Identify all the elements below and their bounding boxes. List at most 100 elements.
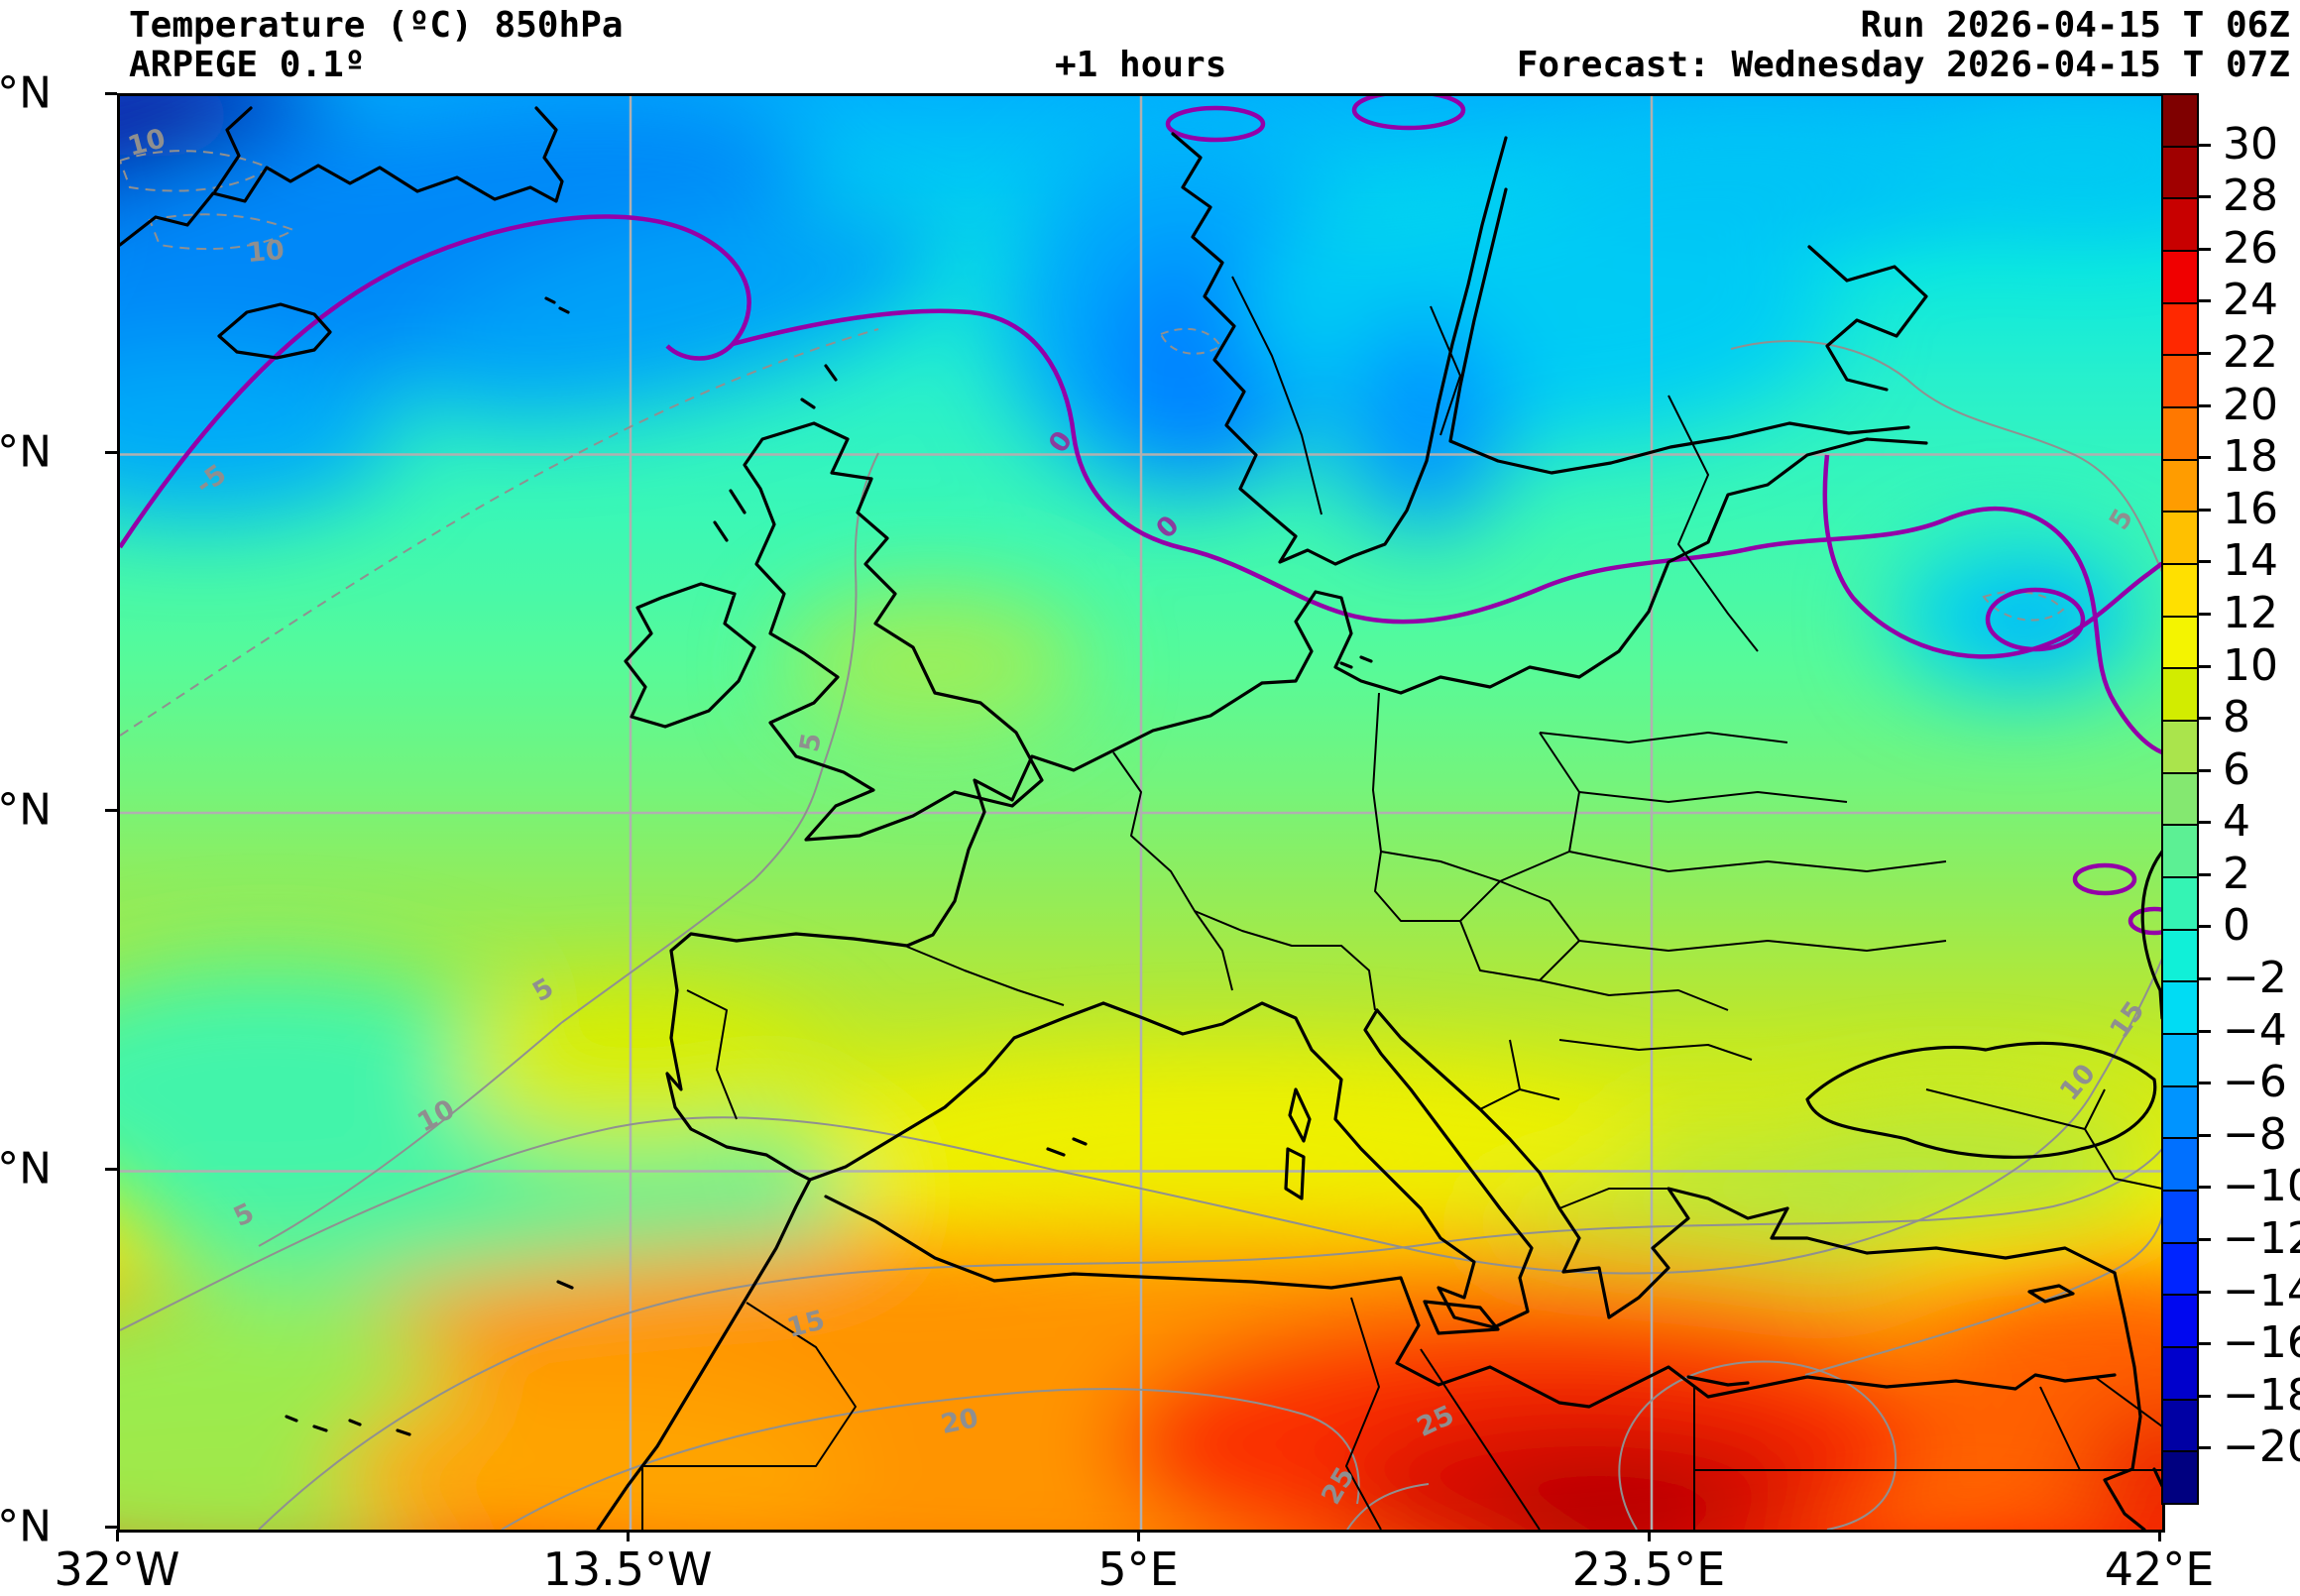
latitude-tick-label: 20°N: [0, 1501, 52, 1552]
colorbar-tick-label: 8: [2223, 692, 2250, 743]
colorbar-tick-label: −10: [2223, 1161, 2300, 1212]
latitude-tick-mark: [105, 92, 117, 95]
colorbar-segment: [2163, 1400, 2197, 1453]
colorbar-tick-mark: [2197, 717, 2211, 721]
colorbar-segment: [2163, 1139, 2197, 1193]
latitude-tick-label: 46°N: [0, 784, 52, 836]
colorbar-segment: [2163, 773, 2197, 827]
map-canvas: [120, 96, 2162, 1530]
colorbar-segment: [2163, 460, 2197, 513]
colorbar-segment: [2163, 1086, 2197, 1140]
colorbar-tick-label: 28: [2223, 171, 2278, 222]
colorbar-tick-mark: [2197, 977, 2211, 981]
colorbar-segment: [2163, 1192, 2197, 1244]
colorbar-tick-mark: [2197, 456, 2211, 460]
coastlines: [120, 106, 2162, 1530]
colorbar-segment: [2163, 826, 2197, 879]
page-title: Temperature (ºC) 850hPa: [129, 5, 624, 46]
colorbar-tick-label: −12: [2223, 1213, 2300, 1265]
colorbar-tick-label: 22: [2223, 326, 2278, 378]
colorbar-segment: [2163, 1035, 2197, 1087]
colorbar-tick-label: 12: [2223, 587, 2278, 638]
colorbar-tick-label: 10: [2223, 639, 2278, 691]
latitude-tick-label: 59°N: [0, 426, 52, 477]
run-label: Run 2026-04-15 T 06Z: [1860, 5, 2290, 46]
colorbar-tick-mark: [2197, 768, 2211, 772]
longitude-tick-mark: [1648, 1530, 1651, 1541]
temperature-colorbar: [2161, 93, 2199, 1505]
colorbar-tick-label: 30: [2223, 118, 2278, 170]
colorbar-tick-label: −18: [2223, 1369, 2300, 1421]
colorbar-segment: [2163, 669, 2197, 723]
colorbar-tick-mark: [2197, 1186, 2211, 1190]
colorbar-tick-mark: [2197, 1290, 2211, 1294]
colorbar-tick-label: −14: [2223, 1265, 2300, 1316]
colorbar-segment: [2163, 408, 2197, 461]
longitude-tick-label: 42°E: [2104, 1542, 2215, 1596]
colorbar-tick-label: −16: [2223, 1317, 2300, 1369]
colorbar-tick-mark: [2197, 351, 2211, 355]
colorbar-segment: [2163, 1348, 2197, 1401]
longitude-tick-label: 23.5°E: [1571, 1542, 1726, 1596]
colorbar-tick-label: 26: [2223, 222, 2278, 274]
colorbar-tick-mark: [2197, 821, 2211, 825]
longitude-tick-label: 5°E: [1097, 1542, 1179, 1596]
latitude-tick-mark: [105, 1526, 117, 1529]
colorbar-tick-mark: [2197, 1029, 2211, 1033]
colorbar-segment: [2163, 1452, 2197, 1504]
colorbar-tick-label: 2: [2223, 848, 2250, 899]
lead-time-label: +1 hours: [1055, 45, 1227, 85]
colorbar-tick-mark: [2197, 143, 2211, 147]
colorbar-tick-label: −8: [2223, 1108, 2287, 1160]
colorbar-segment: [2163, 1243, 2197, 1297]
colorbar-tick-label: 4: [2223, 796, 2250, 848]
colorbar-segment: [2163, 565, 2197, 618]
latitude-tick-label: 33°N: [0, 1143, 52, 1194]
colorbar-tick-label: −4: [2223, 1004, 2287, 1056]
colorbar-tick-mark: [2197, 872, 2211, 876]
latitude-tick-mark: [105, 1167, 117, 1171]
colorbar-tick-mark: [2197, 403, 2211, 407]
model-label: ARPEGE 0.1º: [129, 45, 366, 85]
colorbar-segment: [2163, 878, 2197, 931]
colorbar-tick-label: 0: [2223, 900, 2250, 952]
colorbar-tick-mark: [2197, 195, 2211, 199]
colorbar-tick-mark: [2197, 508, 2211, 512]
longitude-tick-mark: [1137, 1530, 1140, 1541]
colorbar-tick-mark: [2197, 560, 2211, 564]
colorbar-segment: [2163, 1296, 2197, 1349]
colorbar-segment: [2163, 303, 2197, 357]
latitude-tick-mark: [105, 450, 117, 454]
colorbar-segment: [2163, 252, 2197, 304]
colorbar-segment: [2163, 147, 2197, 200]
colorbar-segment: [2163, 513, 2197, 566]
colorbar-segment: [2163, 95, 2197, 148]
colorbar-segment: [2163, 356, 2197, 409]
colorbar-tick-label: −6: [2223, 1057, 2287, 1108]
colorbar-tick-mark: [2197, 612, 2211, 616]
colorbar-tick-label: 14: [2223, 535, 2278, 587]
colorbar-tick-mark: [2197, 1082, 2211, 1085]
latitude-tick-mark: [105, 809, 117, 812]
longitude-tick-mark: [627, 1530, 630, 1541]
colorbar-tick-mark: [2197, 299, 2211, 303]
colorbar-tick-label: 18: [2223, 431, 2278, 483]
forecast-label: Forecast: Wednesday 2026-04-15 T 07Z: [1516, 45, 2290, 85]
colorbar-segment: [2163, 617, 2197, 670]
longitude-tick-label: 13.5°W: [542, 1542, 713, 1596]
colorbar-tick-mark: [2197, 664, 2211, 668]
colorbar-segment: [2163, 930, 2197, 983]
map-plot-area: [117, 93, 2165, 1533]
longitude-tick-mark: [2158, 1530, 2161, 1541]
colorbar-tick-label: 6: [2223, 743, 2250, 795]
colorbar-segment: [2163, 722, 2197, 774]
colorbar-tick-label: −2: [2223, 953, 2287, 1004]
graticule-grid-lines: [120, 96, 2162, 1530]
colorbar-tick-mark: [2197, 1238, 2211, 1242]
longitude-tick-mark: [116, 1530, 119, 1541]
colorbar-tick-label: 20: [2223, 379, 2278, 430]
colorbar-segment: [2163, 199, 2197, 253]
colorbar-tick-label: 24: [2223, 275, 2278, 326]
colorbar-segment: [2163, 982, 2197, 1036]
